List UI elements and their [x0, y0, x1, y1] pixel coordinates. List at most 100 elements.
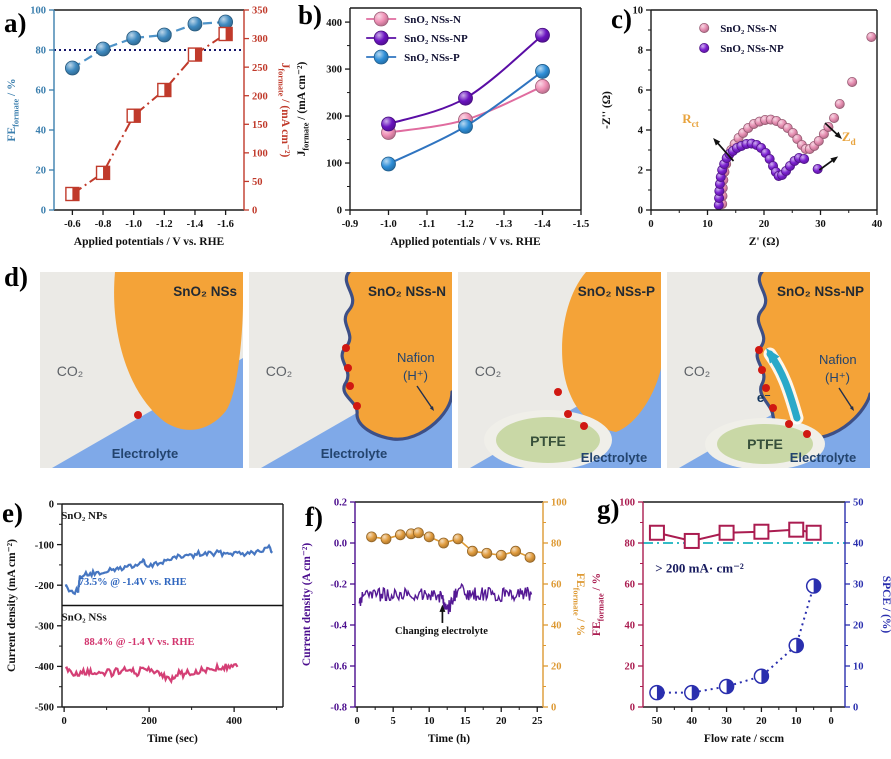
svg-text:Jformate / (mA cm⁻²): Jformate / (mA cm⁻²) [296, 61, 310, 156]
svg-text:200: 200 [326, 112, 342, 123]
svg-text:-Z'' (Ω): -Z'' (Ω) [601, 91, 613, 129]
svg-text:100: 100 [619, 498, 635, 509]
svg-text:(H⁺): (H⁺) [403, 368, 428, 383]
svg-text:80: 80 [36, 46, 47, 57]
svg-text:-0.8: -0.8 [330, 703, 347, 714]
svg-text:0: 0 [337, 206, 342, 217]
svg-text:Zd: Zd [842, 129, 857, 148]
svg-text:0.2: 0.2 [334, 498, 347, 509]
panel-letter-f: f) [305, 502, 323, 532]
schematic-nafion: Nafion (H⁺) SnO₂ NSs-N CO₂ Electrolyte [249, 272, 452, 468]
svg-text:Changing electrolyte: Changing electrolyte [395, 626, 488, 637]
svg-text:20: 20 [625, 662, 636, 673]
svg-text:73.5% @ -1.4V vs. RHE: 73.5% @ -1.4V vs. RHE [79, 577, 187, 588]
panel-letter-b: b) [298, 0, 323, 30]
svg-text:-1.2: -1.2 [457, 219, 474, 230]
svg-text:-1.4: -1.4 [187, 219, 204, 230]
svg-text:-1.2: -1.2 [156, 219, 173, 230]
svg-text:0: 0 [630, 703, 635, 714]
svg-text:20: 20 [36, 166, 47, 177]
panel-letter-e: e) [2, 498, 23, 528]
svg-text:40: 40 [551, 621, 562, 632]
svg-text:SnO₂ NSs-N: SnO₂ NSs-N [368, 284, 446, 299]
svg-text:CO₂: CO₂ [57, 363, 83, 379]
svg-text:FEformate / %: FEformate / % [572, 573, 585, 636]
chart-nyquist-eis: 0 10 20 30 40 Z' (Ω) 0 2 4 6 8 10 -Z'' (Ω) SnO₂ NSs-N… [601, 6, 882, 248]
svg-text:300: 300 [252, 34, 268, 45]
svg-text:SnO₂ NSs-P: SnO₂ NSs-P [404, 52, 460, 64]
svg-text:FEformate / %: FEformate / % [6, 78, 20, 141]
svg-text:CO₂: CO₂ [684, 363, 710, 379]
svg-text:40: 40 [687, 716, 698, 727]
panel-b: b) -0.9 -1.0 -1.1 -1.2 -1.3 -1.4 -1.5 Applied p… [290, 0, 595, 258]
svg-text:Electrolyte: Electrolyte [112, 446, 178, 461]
svg-text:Time (sec): Time (sec) [147, 733, 198, 745]
svg-text:0: 0 [638, 206, 643, 217]
svg-text:4: 4 [638, 126, 644, 137]
svg-text:60: 60 [36, 86, 47, 97]
svg-text:e⁻: e⁻ [757, 390, 771, 405]
panel-d: d) [0, 258, 891, 490]
svg-text:250: 250 [252, 63, 268, 74]
svg-text:20: 20 [756, 716, 767, 727]
svg-text:-100: -100 [35, 540, 54, 551]
svg-text:-1.6: -1.6 [217, 219, 234, 230]
svg-text:10: 10 [853, 662, 864, 673]
svg-text:> 200 mA· cm⁻²: > 200 mA· cm⁻² [655, 561, 744, 576]
svg-text:-500: -500 [35, 703, 54, 714]
svg-text:-400: -400 [35, 662, 54, 673]
svg-text:10: 10 [791, 716, 802, 727]
svg-text:8: 8 [638, 46, 643, 57]
svg-text:PTFE: PTFE [747, 436, 783, 452]
svg-text:200: 200 [141, 716, 157, 727]
svg-text:0: 0 [252, 206, 257, 217]
svg-text:350: 350 [252, 6, 268, 17]
schematic-row: SnO₂ NSs CO₂ Electrolyte Nafion (H⁺) SnO₂ NSs… [0, 258, 891, 490]
svg-text:SnO₂ NSs: SnO₂ NSs [62, 612, 108, 624]
svg-text:300: 300 [326, 65, 342, 76]
chart-chronoamperometry: 0 200 400 Time (sec) 0 -100 -200 -300 -400 -500 Cu… [6, 500, 284, 745]
svg-text:-0.6: -0.6 [330, 662, 347, 673]
schematic-plain: SnO₂ NSs CO₂ Electrolyte [40, 272, 243, 468]
svg-text:Applied potentials / V vs. RHE: Applied potentials / V vs. RHE [74, 236, 225, 248]
svg-text:-1.0: -1.0 [125, 219, 142, 230]
svg-text:Electrolyte: Electrolyte [581, 450, 647, 465]
svg-text:Z' (Ω): Z' (Ω) [749, 236, 780, 248]
panel-letter-d: d) [4, 262, 29, 292]
svg-text:Nafion: Nafion [819, 352, 857, 367]
svg-text:-0.9: -0.9 [342, 219, 359, 230]
svg-text:FEformate / %: FEformate / % [591, 573, 605, 636]
chart-fe-j-vs-potential: -0.6 -0.8 -1.0 -1.2 -1.4 -1.6 Applied potentia… [6, 6, 291, 248]
svg-text:Electrolyte: Electrolyte [321, 446, 387, 461]
panel-letter-c: c) [611, 4, 632, 34]
panel-g: g) 50 40 30 20 10 0 Flow rate / sccm 0 20 40 60 80 1… [585, 490, 891, 759]
svg-text:80: 80 [625, 539, 636, 550]
svg-text:CO₂: CO₂ [475, 363, 501, 379]
svg-text:100: 100 [551, 498, 567, 509]
svg-text:-1.3: -1.3 [496, 219, 513, 230]
svg-text:Current density (A cm⁻²): Current density (A cm⁻²) [301, 543, 313, 667]
svg-text:Flow rate / sccm: Flow rate / sccm [704, 733, 785, 745]
svg-text:100: 100 [326, 159, 342, 170]
svg-text:SnO₂ NSs-N: SnO₂ NSs-N [404, 14, 461, 26]
svg-text:SnO₂ NSs-NP: SnO₂ NSs-NP [777, 284, 864, 299]
svg-text:(H⁺): (H⁺) [825, 370, 850, 385]
svg-text:10: 10 [633, 6, 644, 17]
svg-text:100: 100 [252, 149, 268, 160]
svg-text:60: 60 [625, 580, 636, 591]
svg-text:0: 0 [355, 716, 360, 727]
svg-text:-200: -200 [35, 581, 54, 592]
svg-text:2: 2 [638, 166, 643, 177]
svg-text:100: 100 [30, 6, 46, 17]
svg-text:SnO₂ NSs: SnO₂ NSs [173, 284, 237, 299]
svg-text:0: 0 [853, 703, 858, 714]
svg-text:10: 10 [424, 716, 435, 727]
svg-text:-0.6: -0.6 [64, 219, 81, 230]
svg-text:50: 50 [252, 177, 263, 188]
svg-text:30: 30 [853, 580, 864, 591]
panel-c: c) 0 10 20 30 40 Z' (Ω) 0 2 4 6 8 10 -Z'' (Ω) SnO₂ NS… [595, 0, 891, 258]
svg-text:CO₂: CO₂ [266, 363, 292, 379]
panel-f: f) 0 5 10 15 20 25 Time (h) 0.2 0.0 -0.2 -0.4 -0.6 -… [295, 490, 586, 759]
